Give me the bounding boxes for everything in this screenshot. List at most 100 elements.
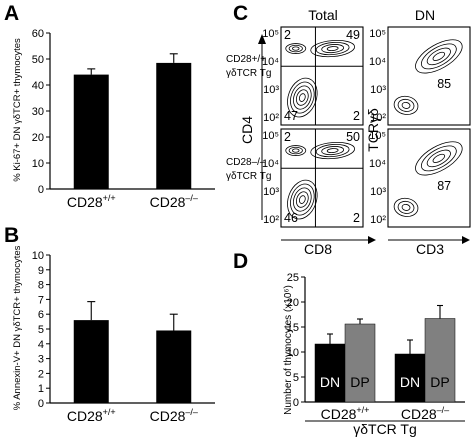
col-total-header: Total [308, 7, 338, 23]
chartB-ytick-label: 4 [38, 339, 44, 351]
panel-d-ylabel: Number of thymocytes (x10⁶) [283, 285, 294, 415]
contour-cd4-population [292, 148, 300, 153]
chartD-bar-dp [344, 323, 376, 403]
contour-gd-population [420, 43, 457, 70]
chartA-category-label: CD28–/– [150, 193, 198, 210]
quadrant-value-lower-left: 47 [284, 109, 298, 123]
contour-dp-population [326, 148, 339, 154]
contour-gd-population [432, 153, 446, 163]
panel-b: B % Annexin-V+ DN γδTCR+ thymocytes 0 1 2 3… [4, 224, 215, 424]
contour-dp-population [310, 39, 355, 58]
chartD-ytick-label: 15 [287, 322, 299, 334]
contour-dp-population [326, 46, 339, 52]
contour-negative-population [393, 95, 419, 115]
contour-cd4-population [288, 146, 303, 155]
chartA-ytick-label: 50 [32, 54, 44, 66]
flow-y-tick-label: 10³ [370, 84, 386, 96]
chartD-bar-dn [314, 343, 346, 403]
quadrant-value-lower-right: 2 [353, 211, 360, 225]
flow-y-tick-label: 10⁵ [369, 130, 386, 142]
flow-y-tick-label: 10² [370, 214, 386, 226]
quadrant-value-upper-left: 2 [284, 130, 291, 144]
contour-dn-population [295, 89, 309, 106]
chartD-ytick-label: 5 [293, 372, 299, 384]
contour-negative-population [401, 101, 411, 109]
chartD-ytick-label: 0 [293, 397, 299, 409]
contour-gd-population [415, 141, 463, 176]
flow-y-tick-label: 10⁴ [262, 56, 279, 68]
row2-label-genotype: CD28–/– [226, 157, 266, 168]
quadrant-value-lower-right: 2 [353, 109, 360, 123]
chartA-ytick-label: 10 [32, 158, 44, 170]
axis-tcrgd: TCRγδ [365, 108, 381, 152]
chartB-ytick-label: 2 [38, 368, 44, 380]
chartA-ytick-label: 40 [32, 80, 44, 92]
axis-arrowhead-cd3 [462, 236, 470, 244]
chartB-category-label: CD28+/+ [67, 407, 116, 424]
contour-dp-population [321, 146, 345, 156]
flow-y-tick-label: 10³ [263, 186, 279, 198]
contour-negative-population [401, 203, 411, 211]
chartA-ytick-label: 0 [38, 184, 44, 196]
flow-y-tick-label: 10⁵ [262, 130, 279, 142]
flow-y-tick-label: 10⁴ [369, 158, 386, 170]
contour-dn-population [287, 179, 318, 220]
chartD-ytick-label: 10 [287, 347, 299, 359]
contour-gd-population [426, 47, 451, 66]
quadrant-value-upper-left: 2 [284, 28, 291, 42]
chartD-ytick-label: 25 [287, 272, 299, 284]
chartA-ytick-label: 60 [32, 28, 44, 40]
panel-c: C Total DN CD28+/+ γδTCR Tg CD28–/– γδTC… [226, 2, 471, 257]
contour-cd4-population [285, 43, 307, 54]
contour-dn-population [287, 77, 318, 118]
axis-cd4: CD4 [239, 116, 255, 144]
contour-dp-population [315, 144, 350, 158]
flow-y-tick-label: 10⁴ [369, 56, 386, 68]
row1-label-genotype: CD28+/+ [226, 54, 266, 65]
contour-gd-population [420, 145, 457, 172]
panel-a: A % Ki-67+ DN γδTCR+ thymocytes 0 10 20 30 4… [4, 2, 215, 210]
chartD-bar-label-dp: DP [430, 374, 449, 390]
flow-y-tick-label: 10² [263, 112, 279, 124]
quadrant-value-upper-right: 49 [346, 28, 360, 42]
contour-gd-population [426, 149, 451, 168]
chartB-bar [73, 320, 109, 403]
chartB-ytick-label: 5 [38, 324, 44, 336]
chartD-ytick-label: 20 [287, 297, 299, 309]
chartA-bar [73, 74, 109, 189]
chartA-bar [156, 62, 192, 189]
chartB-ytick-label: 8 [38, 280, 44, 292]
panel-d: D Number of thymocytes (x10⁶) γδTCR Tg 0… [233, 250, 465, 437]
contour-negative-population [397, 200, 415, 214]
flow-y-tick-label: 10³ [263, 84, 279, 96]
contour-dp-population [315, 42, 350, 56]
flow-y-tick-label: 10² [263, 214, 279, 226]
flow-y-tick-label: 10⁵ [262, 28, 279, 40]
contour-dn-population [298, 195, 306, 204]
panel-b-label: B [4, 224, 19, 247]
chartD-bar-label-dp: DP [350, 374, 369, 390]
flow-plot-dn-cd28-wt [387, 26, 471, 126]
contour-dp-population [310, 141, 355, 160]
row1-label-tg: γδTCR Tg [226, 68, 271, 79]
chartD-category-label: CD28+/+ [321, 405, 370, 422]
contour-negative-population [393, 197, 419, 217]
row2-label-tg: γδTCR Tg [226, 171, 271, 182]
dn-gate-value: 85 [437, 77, 451, 91]
flow-y-tick-label: 10² [370, 112, 386, 124]
panel-a-label: A [4, 2, 19, 25]
panel-a-chart: 0 10 20 30 40 50 60 CD28+/+ CD28–/– [32, 28, 215, 210]
chartB-ytick-label: 3 [38, 354, 44, 366]
panel-b-ylabel: % Annexin-V+ DN γδTCR+ thymocytes [12, 245, 23, 410]
chartD-bar-dn [394, 353, 426, 403]
panel-d-chart: 0 5 10 15 20 25 DN DP CD28+/+ DN DP CD28–/– [287, 272, 465, 422]
chartB-bar [156, 330, 192, 403]
axis-cd8: CD8 [304, 241, 332, 257]
flow-y-tick-label: 10⁵ [369, 28, 386, 40]
chartB-category-label: CD28–/– [150, 407, 198, 424]
contour-dn-population [295, 191, 309, 208]
contour-gd-population [415, 39, 463, 74]
flow-y-tick-label: 10⁴ [262, 158, 279, 170]
contour-cd4-population [285, 145, 307, 156]
contour-dn-population [293, 187, 312, 212]
